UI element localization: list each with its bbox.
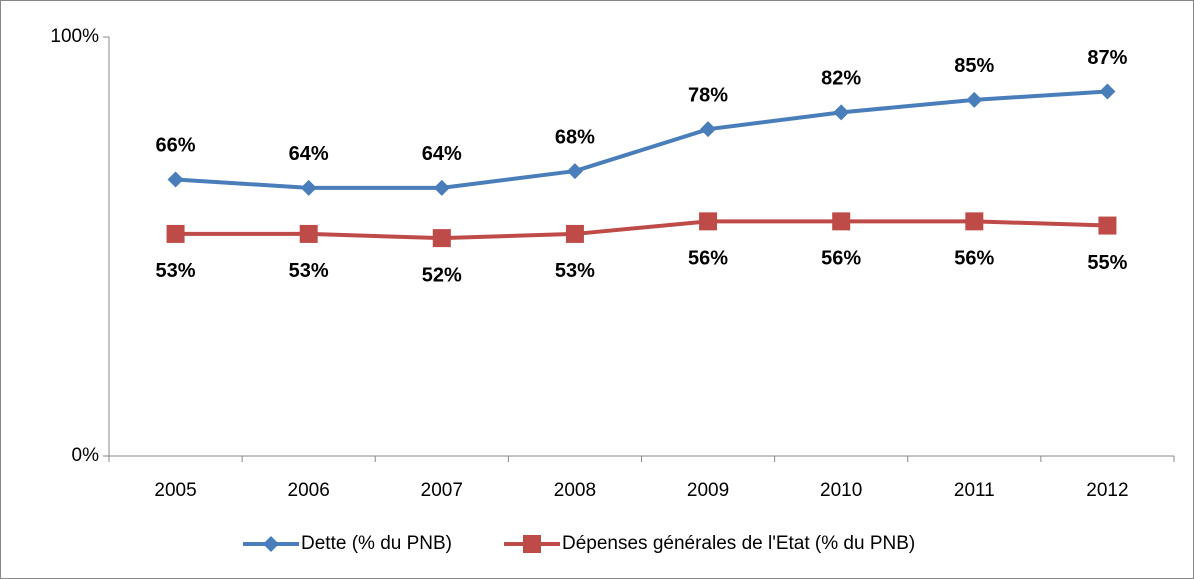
marker: [965, 212, 984, 231]
marker: [832, 212, 851, 231]
x-tick-label: 2008: [554, 480, 596, 501]
data-label: 56%: [821, 248, 861, 270]
y-tick-label: 100%: [50, 26, 99, 47]
marker: [263, 536, 279, 552]
x-tick-label: 2011: [954, 480, 995, 501]
data-label: 66%: [156, 135, 196, 157]
data-label: 52%: [422, 264, 462, 286]
data-label: 64%: [422, 143, 462, 165]
data-label: 53%: [289, 260, 329, 282]
data-label: 68%: [555, 126, 595, 148]
marker: [966, 91, 983, 108]
legend-label: Dépenses générales de l'Etat (% du PNB): [562, 533, 915, 554]
data-label: 85%: [954, 55, 994, 77]
data-label: 56%: [688, 248, 728, 270]
marker: [565, 224, 584, 243]
marker: [300, 179, 317, 196]
marker: [167, 171, 184, 188]
x-tick-label: 2009: [687, 480, 729, 501]
marker: [433, 179, 450, 196]
data-label: 87%: [1087, 47, 1127, 69]
marker: [699, 212, 718, 231]
data-label: 53%: [156, 260, 196, 282]
marker: [566, 163, 583, 180]
y-tick-label: 0%: [72, 445, 100, 466]
marker: [523, 535, 541, 553]
data-label: 78%: [688, 84, 728, 106]
x-tick-label: 2007: [421, 480, 463, 501]
marker: [833, 104, 850, 121]
marker: [432, 229, 451, 248]
x-tick-label: 2006: [288, 480, 330, 501]
marker: [1099, 83, 1116, 100]
series: 53% 53% 52% 53% 56% 56% 56% 55%: [156, 212, 1128, 286]
legend-label: Dette (% du PNB): [301, 533, 452, 554]
marker: [166, 224, 185, 243]
x-tick-label: 2005: [154, 480, 196, 501]
data-label: 56%: [954, 248, 994, 270]
series: 66% 64% 64% 68% 78% 82% 85% 87%: [156, 47, 1128, 196]
data-label: 53%: [555, 260, 595, 282]
x-tick-label: 2012: [1086, 480, 1128, 501]
data-label: 55%: [1087, 252, 1127, 274]
series-line: [175, 89, 1108, 190]
marker: [299, 224, 318, 243]
x-tick-label: 2010: [820, 480, 862, 501]
data-label: 82%: [821, 68, 861, 90]
series-line: [175, 219, 1108, 241]
data-label: 64%: [289, 143, 329, 165]
marker: [1098, 216, 1117, 235]
marker: [700, 121, 717, 138]
